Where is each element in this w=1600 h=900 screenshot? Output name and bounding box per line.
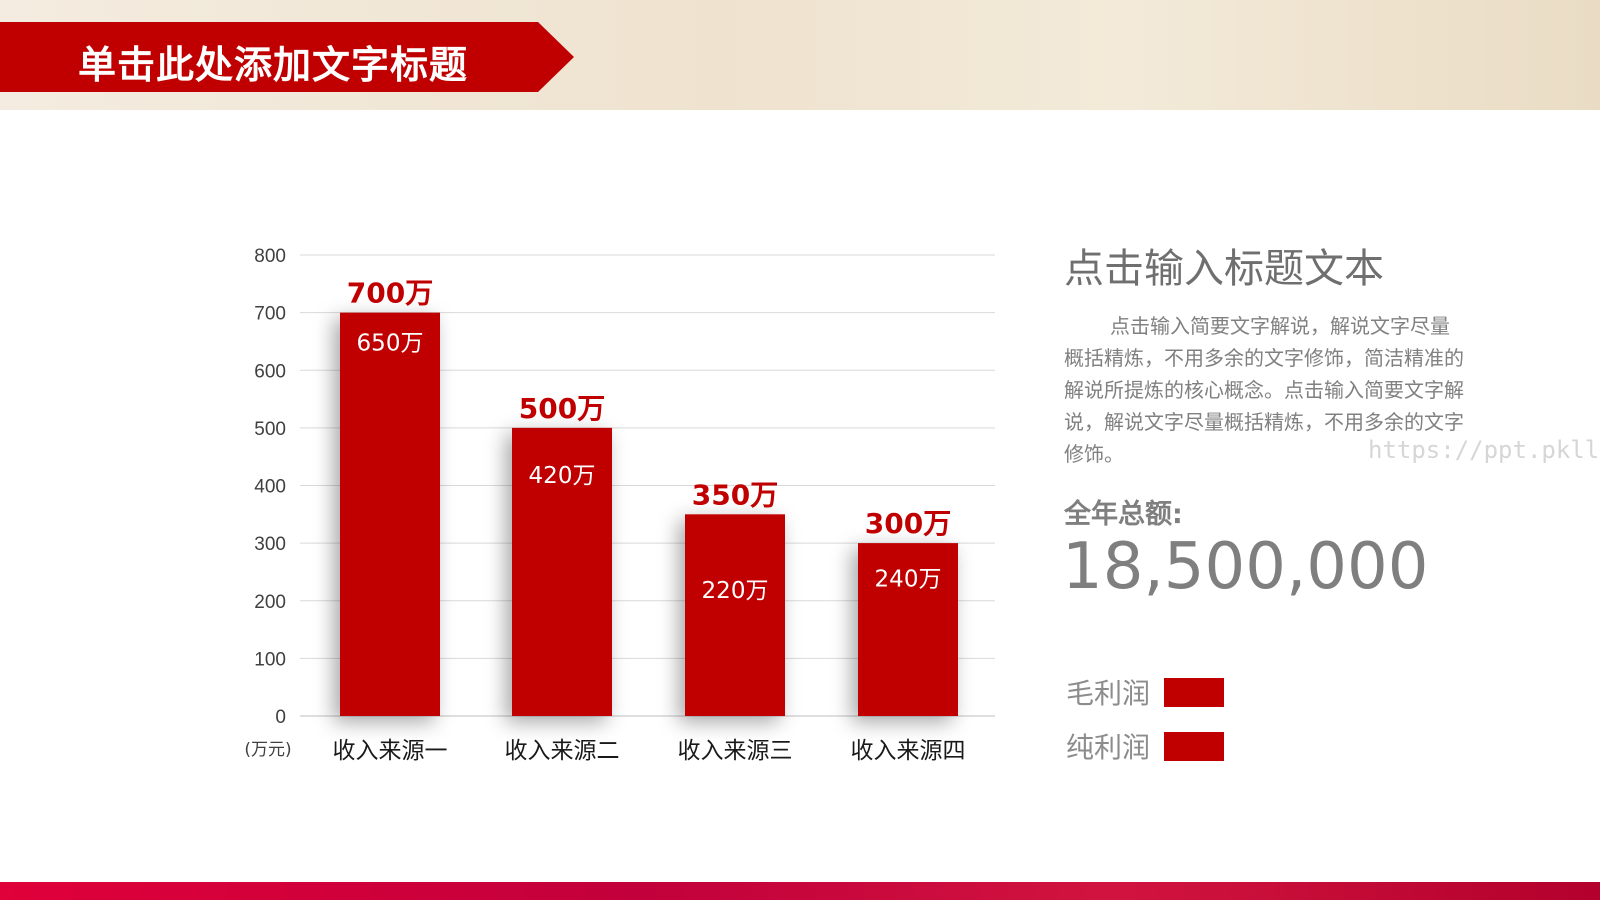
side-description[interactable]: 点击输入简要文字解说，解说文字尽量概括精炼，不用多余的文字修饰，简洁精准的 解说… [1064,314,1464,466]
title-banner [0,22,574,92]
bar [685,514,785,716]
x-category-label: 收入来源三 [678,738,793,764]
y-tick-label: 600 [254,361,286,382]
bar [858,543,958,716]
x-category-label: 收入来源四 [851,738,966,764]
bar-inner-label: 220万 [702,578,769,604]
y-tick-label: 500 [254,419,286,440]
x-category-label: 收入来源二 [505,738,620,764]
y-tick-label: 400 [254,477,286,498]
total-label: 全年总额: [1064,499,1183,530]
legend-swatch [1164,677,1225,707]
y-tick-label: 300 [254,534,286,555]
legend-swatch [1164,731,1225,761]
y-tick-label: 700 [254,304,286,325]
legend-item-gross-profit: 毛利润 [1066,672,1225,712]
y-tick-label: 200 [254,592,286,613]
bar-top-label: 700万 [347,277,433,310]
legend-label: 毛利润 [1066,677,1151,710]
y-tick-label: 100 [254,649,286,670]
side-title[interactable]: 点击输入标题文本 [1064,246,1384,292]
y-tick-label: 0 [275,707,286,728]
watermark: https://ppt.pkll.de [1368,436,1600,464]
bar-inner-label: 240万 [875,567,942,593]
bar [340,312,440,716]
y-tick-label: 800 [254,246,286,267]
total-value: 18,500,000 [1062,530,1429,604]
bar-top-label: 300万 [865,507,951,540]
legend-label: 纯利润 [1066,731,1151,764]
bar-top-label: 350万 [692,478,778,511]
bar-inner-label: 650万 [357,330,424,356]
x-category-label: 收入来源一 [333,738,448,764]
bar-top-label: 500万 [519,392,605,425]
legend-item-net-profit: 纯利润 [1066,726,1225,766]
footer-band [0,882,1600,900]
y-unit-label: (万元) [244,740,291,760]
bar [512,427,612,716]
slide-title[interactable]: 单击此处添加文字标题 [78,43,469,87]
bar-inner-label: 420万 [529,463,596,489]
